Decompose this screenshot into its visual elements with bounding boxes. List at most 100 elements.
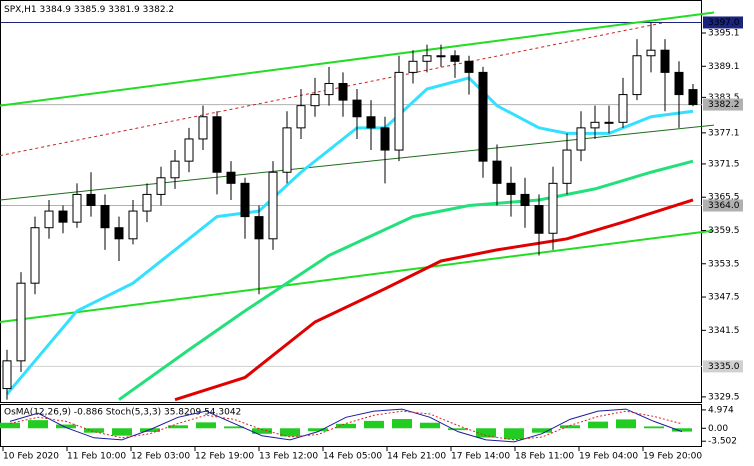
candle-body	[114, 227, 124, 240]
osma-bar	[644, 426, 664, 429]
y-tick-label: 3353.5	[708, 259, 740, 269]
candle-body	[282, 127, 292, 173]
candle-body	[380, 127, 390, 151]
x-tick-label: 13 Feb 12:00	[259, 452, 318, 462]
osma-bar	[672, 428, 692, 432]
price-label: 3364.0	[708, 201, 740, 211]
candle-body	[520, 193, 530, 207]
candle-body	[548, 182, 558, 234]
osma-bar	[168, 425, 188, 429]
candle-body	[632, 55, 642, 96]
x-tick-label: 19 Feb 20:00	[643, 452, 702, 462]
chart-title: SPX,H1 3384.9 3385.9 3381.9 3382.2	[4, 5, 174, 15]
osma-bar	[84, 428, 104, 433]
main-panel	[0, 0, 702, 403]
candle-body	[408, 60, 418, 73]
y-tick-label: 3359.5	[708, 226, 740, 236]
osma-bar	[308, 428, 328, 432]
candle-body	[618, 94, 628, 123]
candle-body	[660, 49, 670, 73]
candle-body	[30, 227, 40, 284]
x-tick-label: 14 Feb 21:00	[387, 452, 446, 462]
symbol: SPX,H1	[4, 5, 37, 15]
candle-body	[352, 99, 362, 118]
candle-body	[100, 205, 110, 229]
y-tick-label: 3377.1	[708, 128, 740, 138]
stochastic-line	[9, 408, 683, 443]
osma-bar	[336, 423, 356, 429]
price-label: 3382.2	[708, 100, 740, 110]
price-label: 3335.0	[708, 362, 740, 372]
candle-body	[646, 49, 656, 57]
candle-body	[576, 127, 586, 151]
osma-bar	[56, 424, 76, 429]
y-tick-label: 3389.1	[708, 62, 740, 72]
candle-body	[170, 160, 180, 179]
osma-bar	[252, 428, 272, 434]
candle-body	[156, 177, 166, 195]
osma-bar	[420, 422, 440, 429]
candle-body	[212, 116, 222, 173]
candle-body	[16, 282, 26, 362]
osma-bar	[28, 420, 48, 429]
y-tick-label: 3371.5	[708, 159, 740, 169]
osc-tick-label: 0.00	[708, 424, 728, 434]
candle-body	[268, 171, 278, 240]
candle-body	[296, 105, 306, 129]
trendline	[0, 229, 715, 324]
candle-body	[590, 121, 600, 129]
x-tick-label: 19 Feb 04:00	[579, 452, 638, 462]
low: 3381.9	[108, 5, 140, 15]
osc-tick-label: 4.974	[708, 405, 734, 415]
osma-bar	[448, 428, 468, 431]
osma-bar	[532, 428, 552, 433]
oscillator-label: OsMA(12,26,9) -0.886 Stoch(5,3,3) 35.820…	[4, 408, 241, 418]
candle-body	[142, 193, 152, 212]
candle-body	[226, 171, 236, 184]
y-tick-label: 3341.5	[708, 326, 740, 336]
osma-bar	[504, 428, 524, 440]
osma-bar	[476, 428, 496, 438]
candle-body	[254, 216, 264, 240]
candle-body	[436, 55, 446, 58]
osma-bar	[364, 420, 384, 429]
candle-body	[58, 210, 68, 223]
candle-body	[44, 210, 54, 229]
candle-body	[128, 210, 138, 240]
candle-body	[674, 71, 684, 96]
x-tick-label: 11 Feb 10:00	[67, 452, 126, 462]
x-tick-label: 14 Feb 05:00	[323, 452, 382, 462]
moving-average	[174, 198, 694, 402]
x-tick-label: 12 Feb 19:00	[195, 452, 254, 462]
x-tick-label: 10 Feb 2020	[3, 452, 59, 462]
candle-body	[394, 71, 404, 151]
osma-bar	[196, 422, 216, 429]
x-tick-label: 18 Feb 11:00	[515, 452, 574, 462]
osma-bar	[392, 419, 412, 429]
candle-body	[422, 55, 432, 62]
candle-body	[492, 160, 502, 184]
y-tick-label: 3365.5	[708, 193, 740, 203]
candle-body	[478, 71, 488, 162]
high: 3385.9	[74, 5, 106, 15]
candle-body	[562, 149, 572, 184]
close: 3382.2	[143, 5, 175, 15]
candle-body	[366, 116, 376, 129]
moving-average	[118, 159, 694, 401]
trendline	[0, 21, 666, 157]
x-tick-label: 12 Feb 03:00	[131, 452, 190, 462]
candle-body	[688, 89, 698, 106]
candle-body	[2, 360, 12, 390]
osma-bar	[616, 419, 636, 429]
y-tick-label: 3347.5	[708, 293, 740, 303]
candle-body	[310, 94, 320, 107]
candle-body	[450, 55, 460, 62]
osma-bar	[588, 421, 608, 429]
price-label-box	[703, 199, 743, 212]
candle-body	[604, 121, 614, 124]
x-tick-label: 17 Feb 14:00	[451, 452, 510, 462]
candle-body	[198, 116, 208, 140]
osma-bar	[0, 422, 20, 429]
candle-body	[338, 82, 348, 101]
